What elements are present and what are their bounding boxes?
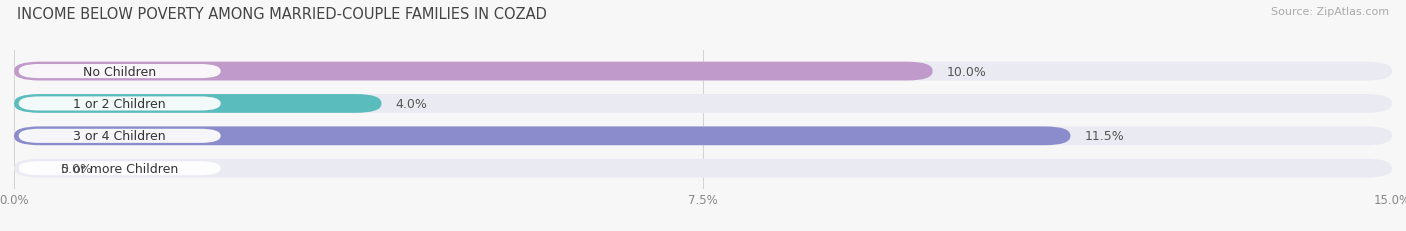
FancyBboxPatch shape: [14, 95, 1392, 113]
Text: No Children: No Children: [83, 65, 156, 78]
FancyBboxPatch shape: [14, 127, 1392, 146]
Text: Source: ZipAtlas.com: Source: ZipAtlas.com: [1271, 7, 1389, 17]
Text: 3 or 4 Children: 3 or 4 Children: [73, 130, 166, 143]
FancyBboxPatch shape: [14, 95, 381, 113]
FancyBboxPatch shape: [18, 129, 221, 143]
Text: INCOME BELOW POVERTY AMONG MARRIED-COUPLE FAMILIES IN COZAD: INCOME BELOW POVERTY AMONG MARRIED-COUPL…: [17, 7, 547, 22]
FancyBboxPatch shape: [14, 127, 1070, 146]
Text: 0.0%: 0.0%: [60, 162, 91, 175]
FancyBboxPatch shape: [14, 62, 932, 81]
FancyBboxPatch shape: [14, 159, 1392, 178]
Text: 4.0%: 4.0%: [395, 97, 427, 110]
Text: 11.5%: 11.5%: [1084, 130, 1123, 143]
FancyBboxPatch shape: [18, 65, 221, 79]
Text: 5 or more Children: 5 or more Children: [60, 162, 179, 175]
Text: 10.0%: 10.0%: [946, 65, 986, 78]
Text: 1 or 2 Children: 1 or 2 Children: [73, 97, 166, 110]
FancyBboxPatch shape: [18, 97, 221, 111]
FancyBboxPatch shape: [14, 62, 1392, 81]
FancyBboxPatch shape: [18, 161, 221, 176]
